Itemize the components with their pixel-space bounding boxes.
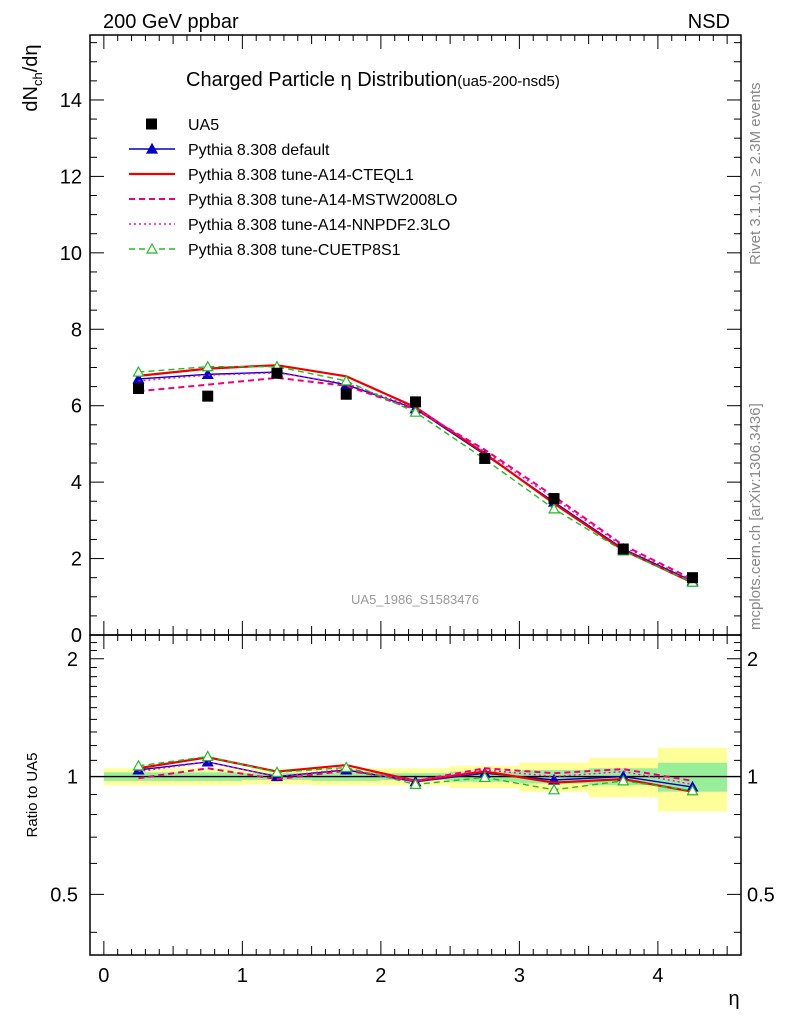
ratio-y-tick-label: 2 <box>67 649 78 671</box>
ratio-marks <box>132 750 699 796</box>
ratio-y-tick-label-right: 2 <box>747 649 758 671</box>
legend-label: Pythia 8.308 tune-A14-MSTW2008LO <box>188 192 457 209</box>
x-tick-label: 1 <box>237 965 248 987</box>
legend-marker <box>145 242 159 254</box>
data-point <box>202 390 214 402</box>
chart-title-main: Charged Particle η Distribution <box>186 69 457 91</box>
y-tick-label: 0 <box>71 625 82 647</box>
legend-marker <box>146 118 157 130</box>
x-tick-label: 4 <box>652 965 663 987</box>
ratio-series-point <box>201 750 214 762</box>
series-point <box>132 365 145 377</box>
series-point <box>201 360 214 372</box>
rivet-version-label: Rivet 3.1.10, ≥ 2.3M events <box>747 83 764 266</box>
data-point <box>687 572 699 584</box>
chart-title-sub: (ua5-200-nsd5) <box>457 73 560 90</box>
data-point <box>410 396 421 408</box>
data-point <box>271 367 283 379</box>
ratio-y-tick-label-right: 0.5 <box>747 884 775 906</box>
y-tick-label: 2 <box>71 549 82 571</box>
legend-label: Pythia 8.308 tune-CUETP8S1 <box>188 242 401 259</box>
ratio-panel: 0.5 0.5 1 1 2 2 0 1 2 3 4 Ratio to UA5 η <box>24 634 775 1010</box>
y-tick-label: 10 <box>60 243 82 265</box>
x-tick-label: 2 <box>375 965 386 987</box>
x-tick-label: 3 <box>514 965 525 987</box>
data-point <box>132 383 144 395</box>
legend-marker <box>145 142 159 154</box>
series-point <box>547 502 561 514</box>
y-tick-label: 14 <box>60 90 82 112</box>
ratio-frame <box>89 634 742 956</box>
y-tick-label: 6 <box>71 396 82 418</box>
series-point <box>201 368 214 379</box>
mcplots-label: mcplots.cern.ch [arXiv:1306.3436] <box>747 403 764 630</box>
ratio-series-line <box>138 767 693 782</box>
ratio-xlabel: η <box>728 988 739 1010</box>
data-point <box>479 452 491 464</box>
ratio-y-tick-label: 1 <box>67 767 78 789</box>
chart-title: Charged Particle η Distribution(ua5-200-… <box>186 69 560 91</box>
header-right: NSD <box>688 11 730 33</box>
series-point <box>340 374 353 386</box>
ratio-y-tick-label: 0.5 <box>50 884 78 906</box>
main-panel: 0 2 4 6 8 10 12 14 UA5_1986_S1583476 dNch/dη Ch… <box>20 34 742 647</box>
legend: UA5 Pythia 8.308 default Pythia 8.308 tune… <box>129 117 457 259</box>
legend-label: Pythia 8.308 default <box>188 142 330 159</box>
main-marks <box>132 360 699 587</box>
y-tick-label: 4 <box>71 472 82 494</box>
data-point <box>548 493 560 505</box>
ratio-series-point <box>201 755 214 767</box>
ratio-ticks: 0.5 0.5 1 1 2 2 0 1 2 3 4 <box>50 635 775 987</box>
series-point <box>409 405 422 417</box>
ratio-series-point <box>340 761 353 773</box>
y-tick-label: 12 <box>60 166 82 188</box>
data-point <box>340 388 352 400</box>
ratio-series-point <box>686 784 699 796</box>
header-left: 200 GeV ppbar <box>103 11 239 33</box>
legend-label: Pythia 8.308 tune-A14-NNPDF2.3LO <box>188 217 450 234</box>
ratio-ylabel: Ratio to UA5 <box>24 752 41 837</box>
ratio-series-point <box>617 774 630 786</box>
ratio-series-point <box>409 778 422 789</box>
legend-label: UA5 <box>188 117 219 134</box>
series-point <box>132 372 145 384</box>
main-watermark: UA5_1986_S1583476 <box>351 592 479 607</box>
ratio-series-point <box>478 771 491 783</box>
ratio-y-tick-label-right: 1 <box>747 767 758 789</box>
ratio-series-point <box>132 759 145 771</box>
legend-label: Pythia 8.308 tune-A14-CTEQL1 <box>188 167 414 184</box>
y-tick-label: 8 <box>71 319 82 341</box>
x-tick-label: 0 <box>98 965 109 987</box>
ratio-series-point <box>547 783 561 795</box>
main-ylabel: dNch/dη <box>20 44 45 111</box>
data-point <box>617 543 629 555</box>
main-ticks: 0 2 4 6 8 10 12 14 <box>60 35 741 647</box>
ratio-series-point <box>270 766 284 777</box>
